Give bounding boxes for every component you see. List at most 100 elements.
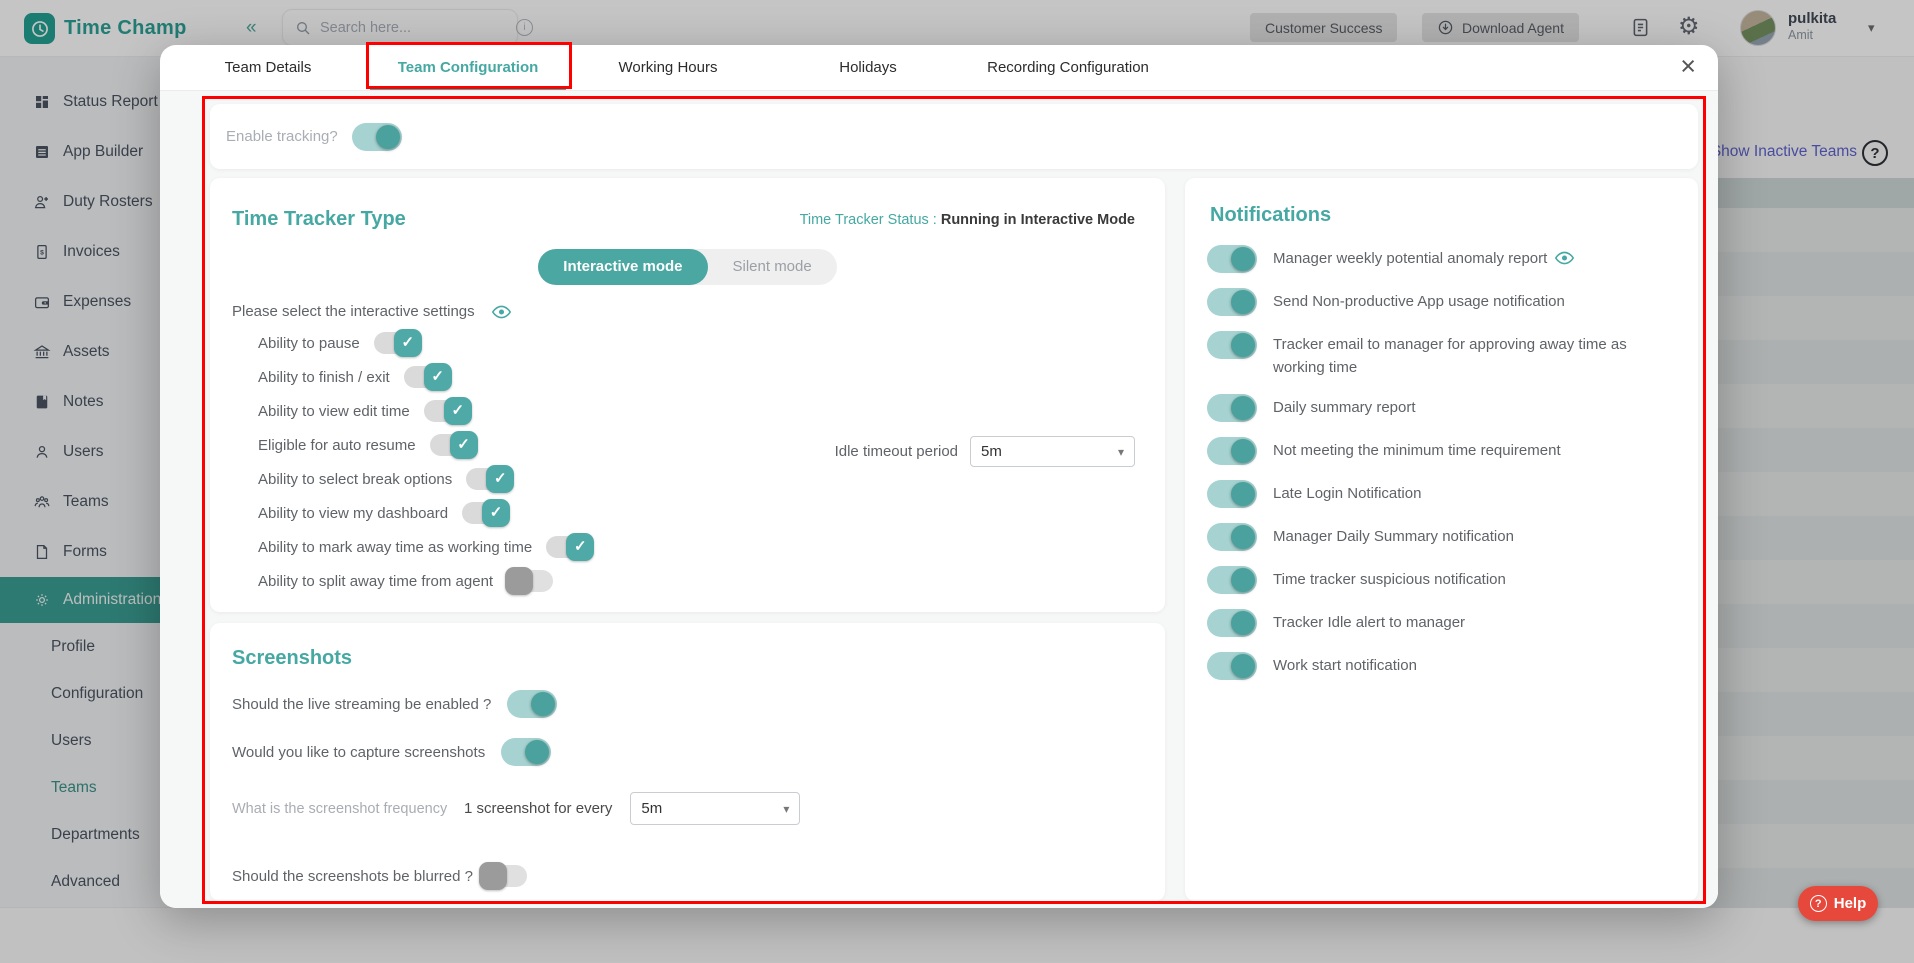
capture-screenshots-row: Would you like to capture screenshots [232,738,1165,766]
check-icon: ✓ [423,363,452,391]
idle-timeout-label: Idle timeout period [834,443,958,460]
sidebar-item-status-report[interactable]: Status Report [0,77,257,127]
eye-icon[interactable] [491,305,511,319]
tab-label: Team Details [224,59,312,76]
sidebar-item-expenses[interactable]: Expenses [0,277,257,327]
interactive-mode-segment[interactable]: Interactive mode [538,249,708,285]
view-edit-time-toggle[interactable]: ✓ [423,397,472,425]
svg-text:$: $ [40,250,44,257]
tab-holidays[interactable]: Holidays [768,45,968,90]
sidebar-item-label: Notes [63,393,104,410]
sidebar-subitem-configuration[interactable]: Configuration [0,670,257,717]
help-button[interactable]: ? Help [1798,886,1878,921]
sidebar-item-assets[interactable]: Assets [0,327,257,377]
document-icon[interactable] [1630,16,1651,44]
search-info-icon[interactable]: i [516,19,533,36]
ability-to-pause-toggle[interactable]: ✓ [373,329,422,357]
notification-label: Daily summary report [1273,399,1416,416]
capture-screenshots-toggle[interactable] [501,738,552,766]
notification-toggle[interactable] [1207,331,1257,359]
sidebar-item-invoices[interactable]: $ Invoices [0,227,257,277]
view-dashboard-toggle[interactable]: ✓ [462,499,511,527]
idle-timeout-select[interactable]: 5m ▾ [970,436,1135,467]
ability-to-finish-toggle[interactable]: ✓ [403,363,452,391]
notification-toggle[interactable] [1207,652,1257,680]
notification-toggle[interactable] [1207,245,1257,273]
auto-resume-toggle[interactable]: ✓ [429,431,478,459]
sidebar-subitem-label: Advanced [51,872,120,890]
sidebar-item-teams[interactable]: Teams [0,477,257,527]
search-input[interactable] [320,19,507,36]
notes-icon [33,393,51,411]
help-question-icon[interactable]: ? [1862,140,1888,166]
notification-label: Tracker Idle alert to manager [1273,614,1466,631]
page-bottom-strip [0,908,1914,963]
user-subtitle: Amit [1788,28,1813,42]
screenshot-frequency-select[interactable]: 5m ▾ [630,792,801,825]
chevron-down-icon: ▾ [1117,444,1124,459]
interactive-settings-label: Please select the interactive settings [232,303,475,320]
setting-row-view-edit-time: Ability to view edit time ✓ [258,394,1165,428]
enable-tracking-toggle[interactable] [351,122,402,151]
sidebar-subitem-departments[interactable]: Departments [0,811,257,858]
sidebar-collapse-icon[interactable]: « [246,17,257,38]
break-options-toggle[interactable]: ✓ [466,465,515,493]
tab-team-configuration[interactable]: Team Configuration [368,45,568,90]
toggle-thumb [531,692,556,716]
teams-icon [33,493,51,511]
notification-label-text: Manager weekly potential anomaly report [1273,250,1548,267]
sidebar-subitem-users[interactable]: Users [0,717,257,764]
setting-label: Ability to pause [258,334,360,352]
eye-icon[interactable] [1555,251,1575,265]
split-away-time-toggle[interactable]: ✓ [505,567,554,595]
setting-row-ability-to-finish: Ability to finish / exit ✓ [258,360,1165,394]
tab-label: Working Hours [618,59,718,76]
toggle-thumb [1231,525,1255,549]
tab-team-details[interactable]: Team Details [168,45,368,90]
setting-label: Ability to finish / exit [258,368,390,386]
notification-toggle[interactable] [1207,609,1257,637]
close-icon[interactable]: × [1680,51,1696,81]
user-block[interactable]: pulkita Amit [1788,10,1836,43]
sidebar-item-users[interactable]: Users [0,427,257,477]
sidebar-subitem-profile[interactable]: Profile [0,623,257,670]
sidebar-item-forms[interactable]: Forms [0,527,257,577]
user-avatar[interactable] [1740,10,1776,46]
mark-away-time-toggle[interactable]: ✓ [546,533,595,561]
notification-toggle[interactable] [1207,480,1257,508]
live-streaming-toggle[interactable] [507,690,558,718]
notification-label: Send Non-productive App usage notificati… [1273,293,1565,310]
download-agent-button[interactable]: Download Agent [1422,13,1579,42]
notification-row: Manager weekly potential anomaly report [1207,245,1676,273]
enable-tracking-label: Enable tracking? [226,128,338,145]
setting-label: Ability to split away time from agent [258,572,494,590]
administration-gear-icon [33,591,51,609]
app-builder-icon [33,143,51,161]
user-menu-caret-icon[interactable]: ▾ [1868,20,1875,35]
time-champ-logo-icon [24,13,55,44]
silent-mode-segment[interactable]: Silent mode [708,249,837,285]
sidebar-item-duty-rosters[interactable]: Duty Rosters [0,177,257,227]
tab-recording-configuration[interactable]: Recording Configuration [968,45,1168,90]
notification-label: Tracker email to manager for approving a… [1273,336,1627,376]
show-inactive-teams-link[interactable]: Show Inactive Teams [1710,143,1857,160]
notification-toggle[interactable] [1207,523,1257,551]
sidebar-subitem-label: Users [51,731,92,749]
notification-toggle[interactable] [1207,566,1257,594]
notification-toggle[interactable] [1207,437,1257,465]
tab-working-hours[interactable]: Working Hours [568,45,768,90]
customer-success-button[interactable]: Customer Success [1250,13,1398,42]
notification-toggle[interactable] [1207,394,1257,422]
sidebar-subitem-advanced[interactable]: Advanced [0,858,257,905]
notification-toggle[interactable] [1207,288,1257,316]
setting-row-view-dashboard: Ability to view my dashboard ✓ [258,496,1165,530]
search-bar[interactable]: i [282,9,533,46]
toggle-thumb [1231,611,1255,635]
screenshots-blurred-toggle[interactable]: ✓ [479,862,527,890]
sidebar-item-app-builder[interactable]: App Builder [0,127,257,177]
sidebar-item-label: Status Report [63,93,158,110]
sidebar-subitem-teams[interactable]: Teams [0,764,257,811]
sidebar-item-notes[interactable]: Notes [0,377,257,427]
toggle-thumb [1231,654,1255,678]
settings-gear-icon[interactable]: ⚙ [1678,13,1700,40]
